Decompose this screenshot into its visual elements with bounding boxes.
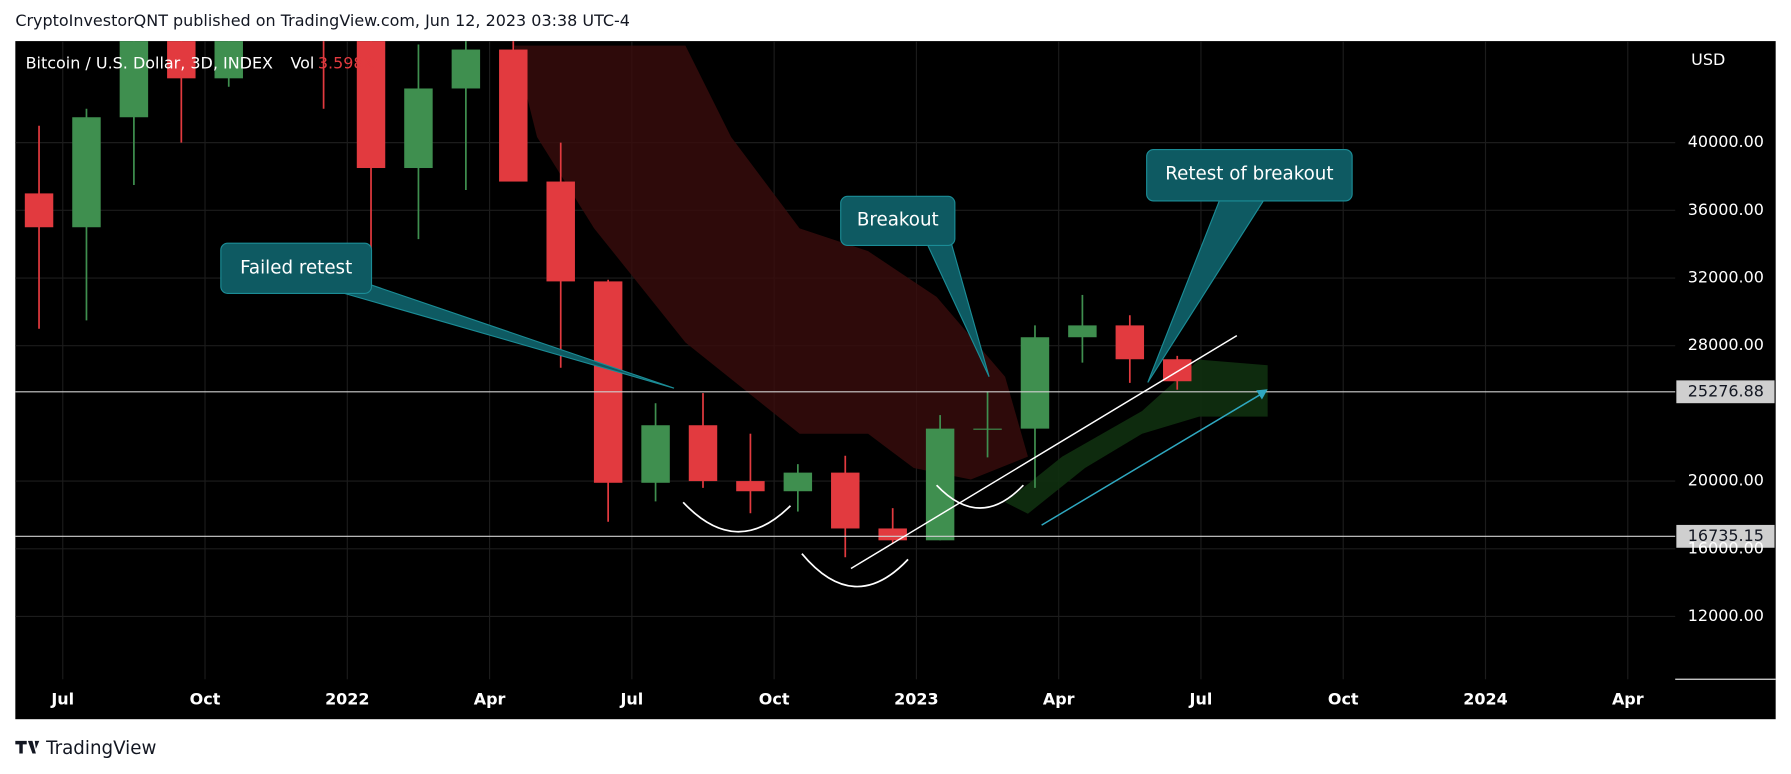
candle-body	[404, 88, 433, 169]
candles	[24, 41, 1192, 558]
candle-body	[593, 281, 623, 483]
callout-box	[1146, 148, 1353, 202]
x-tick-label: Jul	[619, 689, 643, 708]
annotation: Breakout	[857, 209, 939, 230]
logo: TradingView	[15, 738, 156, 759]
candle-body	[119, 41, 149, 118]
candle-body	[356, 41, 386, 169]
candle-body	[973, 428, 1002, 430]
y-tick-label: 36000.00	[1688, 200, 1764, 219]
drawings	[682, 334, 1268, 588]
cloud-red	[514, 45, 1028, 480]
logo-mark	[15, 740, 40, 754]
chart-title: Bitcoin / U.S. Dollar, 3D, INDEX	[26, 53, 273, 72]
y-tick-label: 28000.00	[1688, 335, 1764, 354]
x-tick-label: Oct	[1328, 689, 1359, 708]
curve	[801, 553, 909, 588]
curve	[682, 501, 792, 533]
callout-box	[840, 195, 956, 247]
candle-body	[878, 528, 907, 541]
candle-body	[72, 117, 101, 228]
candle-body	[24, 193, 54, 228]
y-tick-label: 16000.00	[1688, 538, 1764, 557]
volume-value: 3.598K	[318, 53, 375, 72]
level-label: 25276.88	[1688, 381, 1764, 400]
volume-label: Vol	[290, 53, 314, 72]
x-tick-label: 2023	[894, 689, 938, 708]
y-tick-label: 40000.00	[1688, 132, 1764, 151]
x-tick-label: Oct	[190, 689, 221, 708]
candle-body	[451, 49, 481, 89]
y-tick-label: 12000.00	[1688, 606, 1764, 625]
arrow-line	[1041, 390, 1266, 526]
header: CryptoInvestorQNT published on TradingVi…	[15, 11, 630, 30]
level-label: 16735.15	[1688, 526, 1764, 545]
candle-body	[1068, 325, 1097, 338]
x-tick-label: Apr	[1612, 689, 1644, 708]
candle-body	[783, 472, 813, 492]
candle-body	[925, 428, 955, 541]
x-tick-label: 2024	[1463, 689, 1507, 708]
annotation: Retest of breakout	[1165, 164, 1333, 185]
curve	[935, 484, 1024, 509]
arrow-head	[1256, 389, 1268, 400]
candle-body	[1115, 325, 1145, 360]
level-label-box	[1676, 380, 1775, 404]
annotation: Failed retest	[240, 257, 352, 278]
levels: 25276.88 16735.15	[15, 380, 1775, 548]
candle-body	[214, 41, 243, 79]
candle-body	[641, 425, 670, 483]
cloud-green	[1005, 359, 1268, 514]
candle-body	[736, 481, 765, 492]
y-tick-label: 32000.00	[1688, 268, 1764, 287]
candle-body	[831, 472, 860, 529]
decor	[514, 45, 1268, 514]
level-label-box	[1676, 524, 1775, 548]
currency: USD	[1691, 50, 1725, 69]
candle-body	[546, 181, 575, 282]
trendline	[850, 334, 1238, 570]
x-tick-label: 2022	[325, 689, 369, 708]
y-tick-label: 20000.00	[1688, 471, 1764, 490]
candle-body	[1020, 337, 1050, 429]
callout-box	[220, 242, 373, 294]
footer: TradingView	[45, 738, 156, 759]
x-tick-label: Apr	[474, 689, 506, 708]
x-tick-label: Oct	[759, 689, 790, 708]
candle-body	[499, 49, 528, 182]
candle-body	[167, 41, 196, 79]
callouts: Failed retest Breakout Retest of breakou…	[220, 148, 1353, 389]
x-tick-label: Jul	[50, 689, 74, 708]
candle-body	[688, 425, 718, 482]
x-tick-label: Jul	[1189, 689, 1213, 708]
x-tick-label: Apr	[1043, 689, 1075, 708]
